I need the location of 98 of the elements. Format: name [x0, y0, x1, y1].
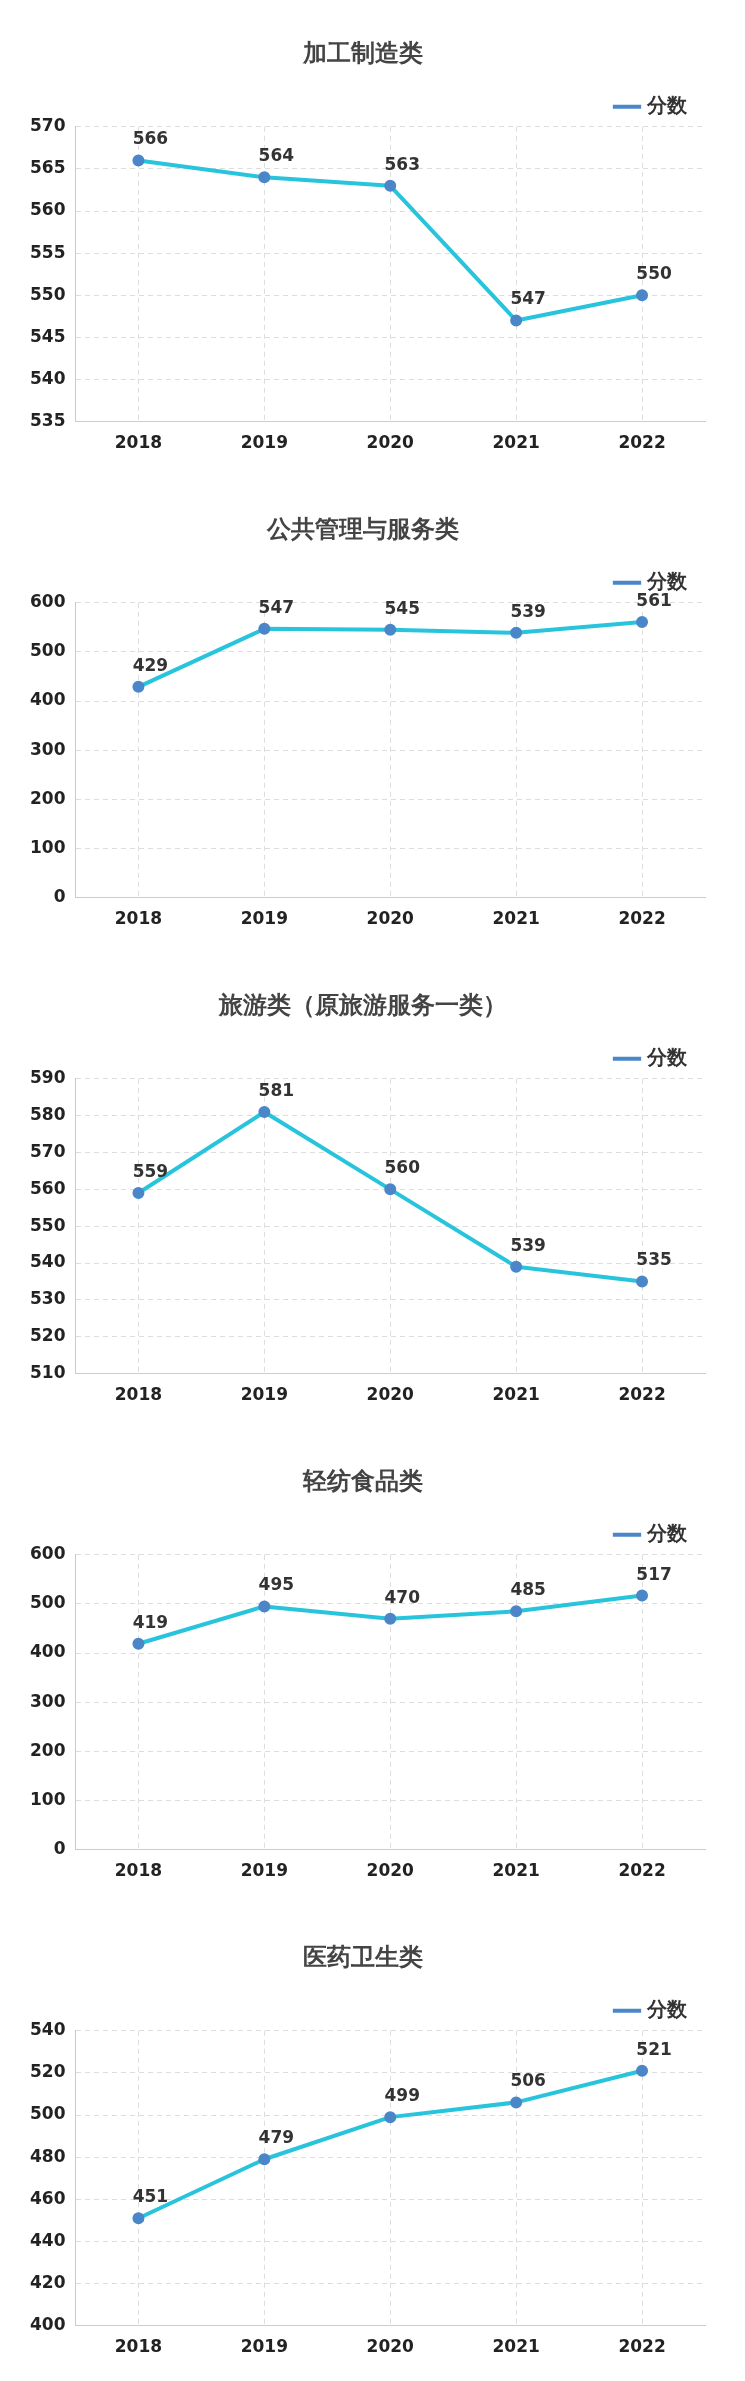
- x-tick-label: 2018: [114, 908, 163, 929]
- y-tick-label: 540: [29, 2019, 66, 2040]
- y-tick-label: 520: [29, 1325, 66, 1346]
- data-label: 470: [384, 1586, 421, 1607]
- data-label: 564: [258, 145, 295, 166]
- y-tick-label: 200: [29, 787, 66, 808]
- data-label: 566: [132, 128, 169, 149]
- x-tick-label: 2018: [114, 1384, 163, 1405]
- x-tick-label: 2019: [240, 432, 288, 453]
- x-tick-label: 2021: [492, 908, 540, 929]
- x-tick-label: 2019: [240, 1384, 288, 1405]
- x-tick-label: 2021: [492, 2336, 540, 2357]
- x-tick-label: 2018: [114, 2336, 163, 2357]
- data-label: 506: [510, 2070, 546, 2091]
- y-tick-label: 555: [29, 241, 66, 262]
- legend-label: 分数: [646, 1997, 688, 2021]
- y-tick-label: 440: [29, 2229, 66, 2250]
- y-tick-label: 550: [29, 1214, 66, 1235]
- legend-label: 分数: [646, 1521, 688, 1545]
- data-label: 495: [258, 1574, 295, 1595]
- x-tick-label: 2021: [492, 1384, 540, 1405]
- data-label: 547: [510, 288, 546, 309]
- y-tick-label: 0: [53, 1838, 66, 1859]
- data-label: 479: [258, 2127, 295, 2148]
- data-label: 429: [132, 654, 169, 675]
- y-tick-label: 300: [29, 738, 66, 759]
- data-label: 521: [636, 2038, 672, 2059]
- y-tick-label: 600: [29, 1543, 66, 1564]
- y-tick-label: 600: [29, 591, 66, 612]
- y-tick-label: 570: [29, 1140, 66, 1161]
- y-tick-label: 570: [29, 115, 66, 136]
- y-tick-label: 590: [29, 1067, 66, 1088]
- data-label: 535: [636, 1249, 672, 1270]
- y-tick-label: 510: [29, 1362, 66, 1383]
- legend-label: 分数: [646, 93, 688, 117]
- y-tick-label: 580: [29, 1104, 66, 1125]
- y-tick-label: 400: [29, 2314, 66, 2335]
- y-tick-label: 545: [29, 325, 66, 346]
- y-tick-label: 460: [29, 2187, 66, 2208]
- legend-label: 分数: [646, 1045, 688, 1069]
- y-tick-label: 560: [29, 199, 66, 220]
- chart-title: 公共管理与服务类: [265, 514, 459, 543]
- y-tick-label: 520: [29, 2061, 66, 2082]
- x-tick-label: 2022: [618, 432, 666, 453]
- x-tick-label: 2020: [366, 908, 415, 929]
- y-tick-label: 0: [53, 886, 66, 907]
- data-label: 545: [384, 597, 420, 618]
- y-tick-label: 540: [29, 1251, 66, 1272]
- data-label: 485: [510, 1579, 546, 1600]
- y-tick-label: 560: [29, 1177, 66, 1198]
- y-tick-label: 300: [29, 1690, 66, 1711]
- x-tick-label: 2020: [366, 432, 415, 453]
- chart-title: 轻纺食品类: [301, 1466, 423, 1495]
- data-label: 539: [510, 1234, 546, 1255]
- x-tick-label: 2019: [240, 1860, 288, 1881]
- data-label: 539: [510, 600, 546, 621]
- x-tick-label: 2022: [618, 2336, 666, 2357]
- x-tick-label: 2019: [240, 2336, 288, 2357]
- chart-title: 旅游类（原旅游服务一类）: [217, 990, 507, 1019]
- y-tick-label: 200: [29, 1739, 66, 1760]
- x-tick-label: 2020: [366, 2336, 415, 2357]
- y-tick-label: 565: [29, 157, 66, 178]
- y-tick-label: 500: [29, 640, 66, 661]
- x-tick-label: 2020: [366, 1860, 415, 1881]
- chart-title: 医药卫生类: [302, 1942, 423, 1971]
- data-label: 517: [636, 1563, 672, 1584]
- data-label: 550: [636, 263, 672, 284]
- y-tick-label: 530: [29, 1288, 66, 1309]
- data-label: 581: [258, 1079, 295, 1100]
- x-tick-label: 2021: [492, 432, 540, 453]
- y-tick-label: 535: [29, 410, 66, 431]
- data-label: 560: [384, 1157, 421, 1178]
- y-tick-label: 400: [29, 1641, 66, 1662]
- y-tick-label: 500: [29, 2103, 66, 2124]
- x-tick-label: 2021: [492, 1860, 540, 1881]
- legend-label: 分数: [646, 569, 688, 593]
- x-tick-label: 2022: [618, 908, 666, 929]
- x-tick-label: 2018: [114, 432, 163, 453]
- y-tick-label: 400: [29, 689, 66, 710]
- x-tick-label: 2019: [240, 908, 288, 929]
- y-tick-label: 480: [29, 2145, 66, 2166]
- data-label: 559: [132, 1160, 169, 1181]
- y-tick-label: 540: [29, 367, 66, 388]
- y-tick-label: 500: [29, 1592, 66, 1613]
- data-label: 419: [132, 1611, 169, 1632]
- x-tick-label: 2022: [618, 1384, 666, 1405]
- x-tick-label: 2022: [618, 1860, 666, 1881]
- y-tick-label: 550: [29, 283, 66, 304]
- data-label: 499: [384, 2085, 420, 2106]
- y-tick-label: 100: [29, 836, 66, 857]
- x-tick-label: 2020: [366, 1384, 415, 1405]
- chart-title: 加工制造类: [301, 38, 423, 67]
- data-label: 547: [258, 596, 295, 617]
- data-label: 563: [384, 153, 420, 174]
- data-label: 451: [132, 2186, 169, 2207]
- x-tick-label: 2018: [114, 1860, 163, 1881]
- y-tick-label: 420: [29, 2271, 66, 2292]
- y-tick-label: 100: [29, 1788, 66, 1809]
